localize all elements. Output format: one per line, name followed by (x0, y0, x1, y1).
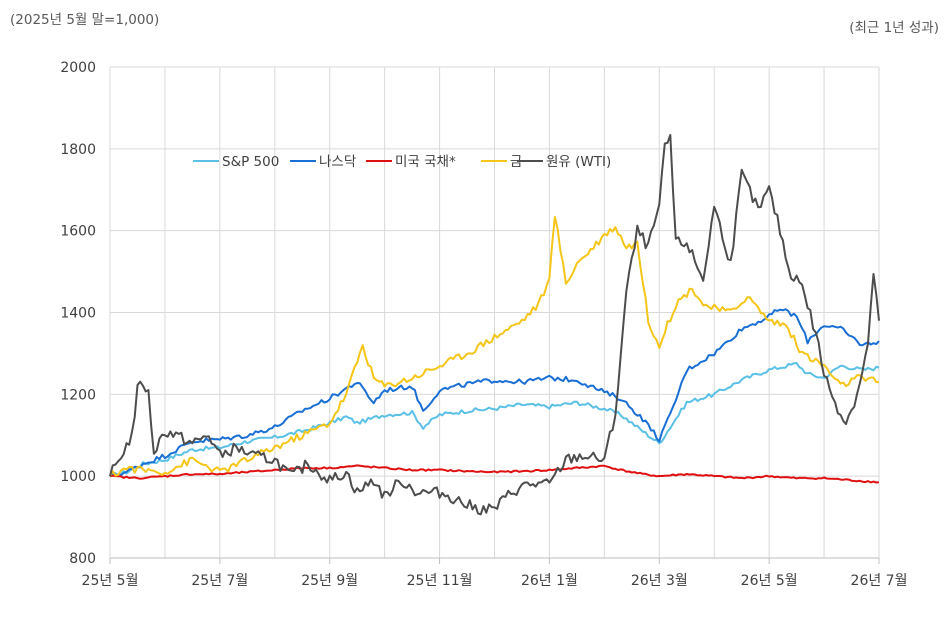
series-line (109, 216, 879, 477)
x-tick-label: 26년 5월 (741, 573, 798, 589)
x-tick-label: 25년 9월 (301, 573, 358, 589)
y-tick-label: 1600 (60, 224, 96, 240)
x-tick-label: 25년 7월 (191, 573, 248, 589)
series-line (109, 464, 880, 484)
legend-label: 미국 국채* (395, 154, 456, 170)
legend-label: S&P 500 (222, 154, 279, 170)
legend-label: 원유 (WTI) (546, 154, 611, 170)
x-tick-label: 25년 5월 (82, 573, 139, 589)
y-tick-label: 800 (69, 551, 96, 567)
base-note: (2025년 5월 말=1,000) (10, 12, 160, 28)
series-line (109, 308, 880, 477)
y-tick-label: 1200 (60, 387, 96, 403)
y-tick-label: 2000 (60, 60, 96, 76)
legend-label: 금 (510, 154, 522, 170)
x-tick-label: 26년 7월 (851, 573, 908, 589)
x-tick-label: 26년 1월 (521, 573, 578, 589)
y-tick-label: 1400 (60, 306, 96, 322)
y-tick-label: 1800 (60, 142, 96, 158)
series-lines (109, 134, 880, 516)
legend-label: 나스닥 (319, 154, 356, 170)
y-tick-label: 1000 (60, 469, 96, 485)
axes: 800 1000 1200 1400 1600 1800 2000 25년 5월 25년 7월 2… (60, 60, 907, 589)
x-tick-label: 25년 11월 (407, 573, 473, 589)
legend: S&P 500 나스닥 미국 국채* 금 원유 (WTI) (193, 154, 611, 170)
series-line (109, 134, 880, 516)
series-line (109, 362, 880, 477)
x-tick-label: 26년 3월 (631, 573, 688, 589)
period-note: (최근 1년 성과) (849, 20, 939, 36)
